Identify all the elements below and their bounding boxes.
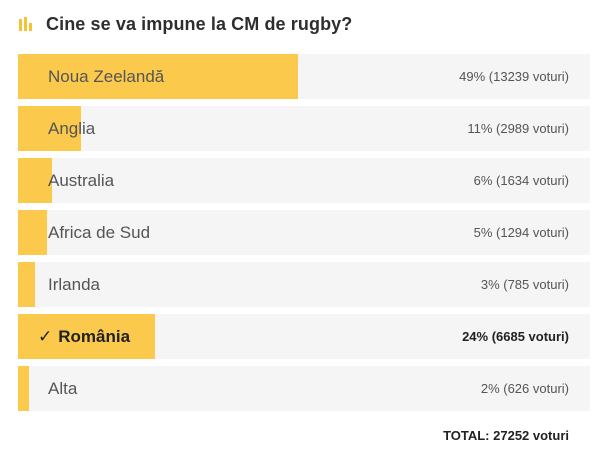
option-result: 24% (6685 voturi) [462, 329, 569, 344]
bar-chart-icon [19, 17, 34, 31]
checkmark-icon: ✓ [38, 327, 53, 346]
option-result: 49% (13239 voturi) [459, 69, 569, 84]
result-bar [18, 210, 47, 255]
poll-option-anglia[interactable]: Anglia 11% (2989 voturi) [18, 106, 590, 151]
poll-option-irlanda[interactable]: Irlanda 3% (785 voturi) [18, 262, 590, 307]
option-result: 5% (1294 voturi) [473, 225, 569, 240]
result-bar [18, 54, 298, 99]
option-label: ✓ România [38, 314, 130, 359]
result-bar [18, 314, 155, 359]
poll-header: Cine se va impune la CM de rugby? [19, 12, 352, 36]
option-result: 6% (1634 voturi) [473, 173, 569, 188]
result-bar [18, 262, 35, 307]
option-label: Alta [48, 379, 78, 398]
result-bar [18, 366, 29, 411]
poll-option-africa-de-sud[interactable]: Africa de Sud 5% (1294 voturi) [18, 210, 590, 255]
poll-option-alta[interactable]: Alta 2% (626 voturi) [18, 366, 590, 411]
result-bar [18, 106, 81, 151]
result-bar [18, 158, 52, 203]
option-label-text: România [58, 327, 131, 346]
option-label: Anglia [48, 119, 96, 138]
poll-total: TOTAL: 27252 voturi [443, 428, 569, 443]
poll-option-australia[interactable]: Australia 6% (1634 voturi) [18, 158, 590, 203]
option-result: 3% (785 voturi) [480, 277, 569, 292]
poll-option-romania[interactable]: ✓ România 24% (6685 voturi) [18, 314, 590, 359]
option-result: 2% (626 voturi) [480, 381, 569, 396]
option-label: Africa de Sud [48, 223, 151, 242]
poll-title: Cine se va impune la CM de rugby? [46, 13, 353, 34]
option-label: Australia [48, 171, 115, 190]
poll-options: Noua Zeelandă 49% (13239 voturi) Anglia … [18, 54, 590, 418]
option-label: Irlanda [48, 275, 100, 294]
option-label: Noua Zeelandă [48, 67, 165, 86]
poll-option-noua-zeelanda[interactable]: Noua Zeelandă 49% (13239 voturi) [18, 54, 590, 99]
option-result: 11% (2989 voturi) [467, 121, 569, 136]
